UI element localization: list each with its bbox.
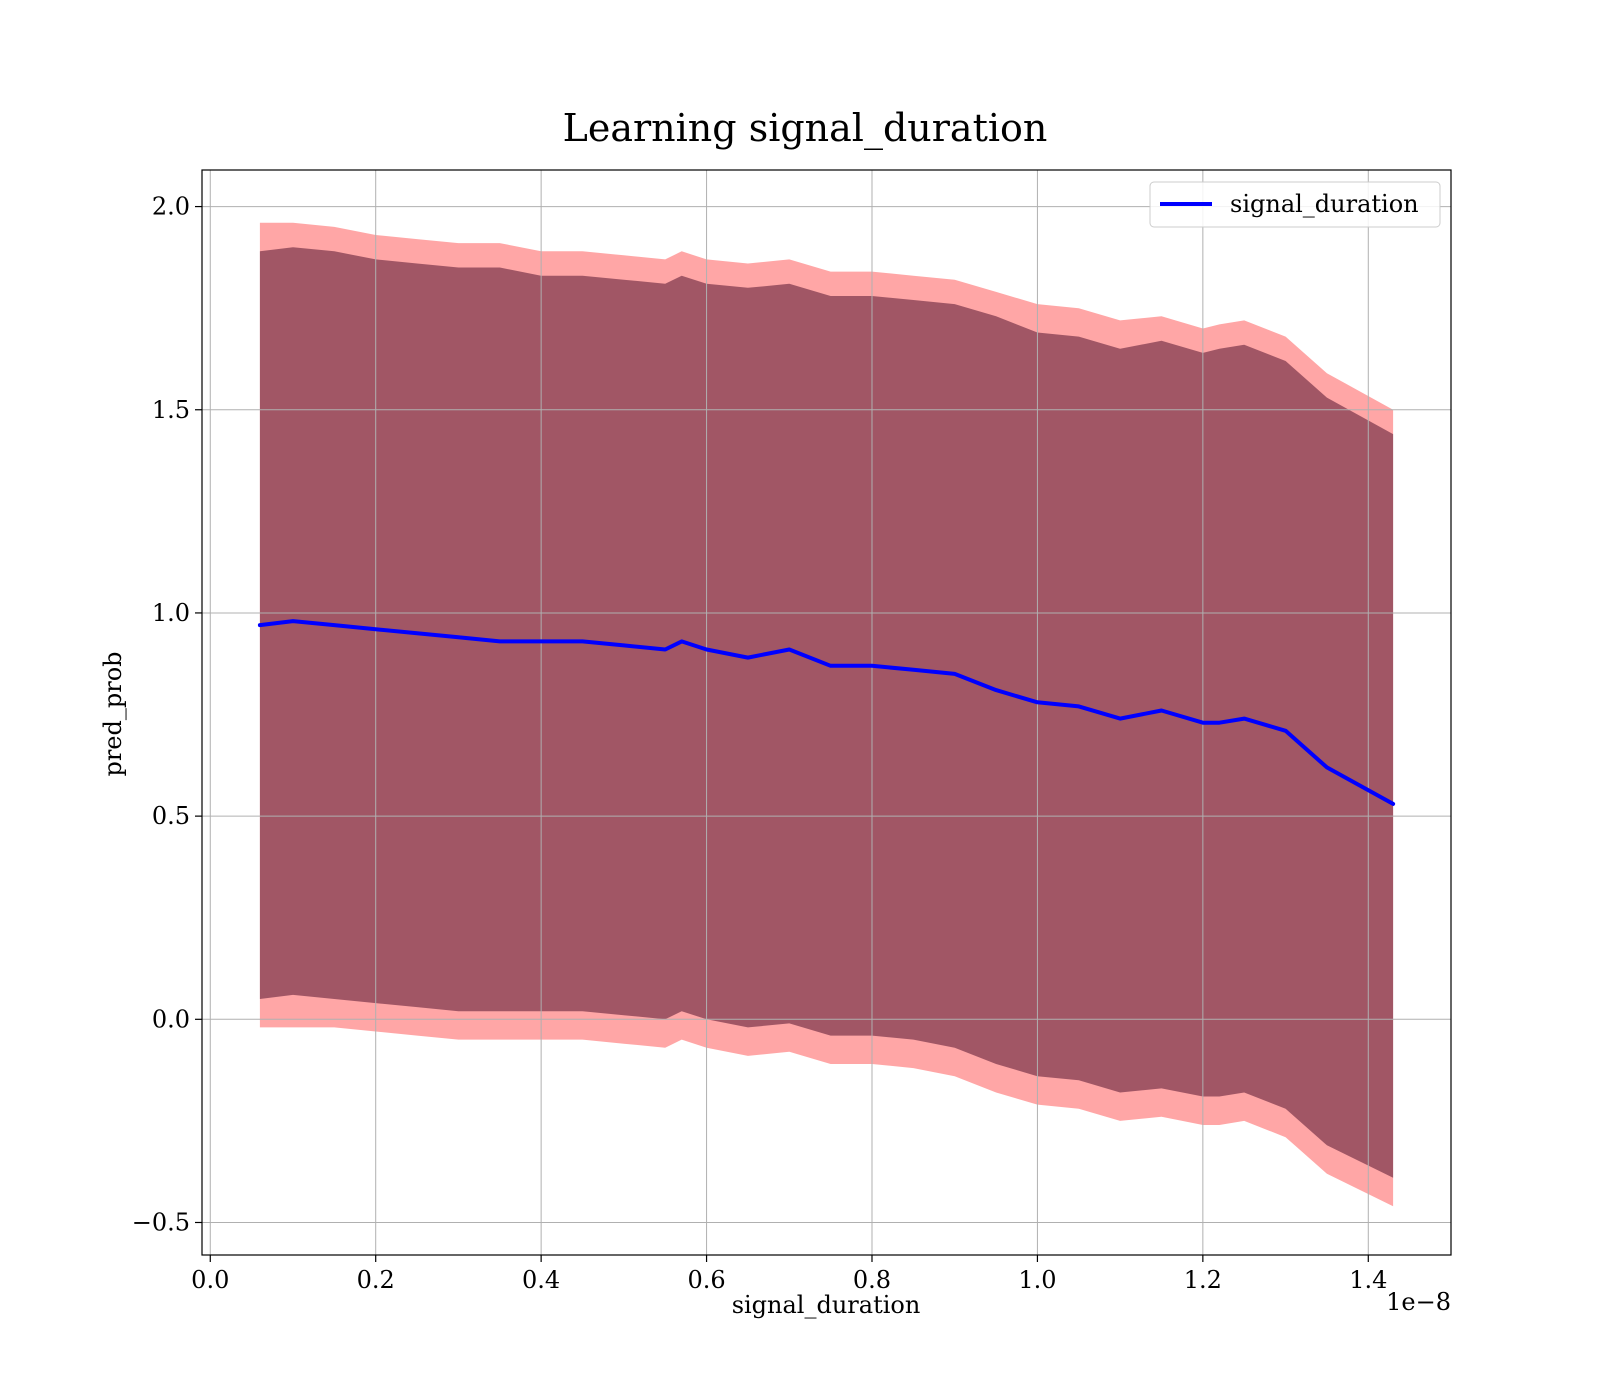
y-tick-label: 0.0 [152, 1005, 190, 1033]
x-tick-label: 1.0 [1018, 1266, 1056, 1294]
confidence-bands [259, 222, 1394, 1207]
x-tick-label: 1.2 [1184, 1266, 1222, 1294]
grid-lines [202, 170, 1451, 1255]
x-tick-label: 0.6 [687, 1266, 725, 1294]
x-tick-label: 0.8 [853, 1266, 891, 1294]
series-line-group [257, 619, 1396, 806]
y-tick-label: 1.0 [152, 599, 190, 627]
plot-frame [201, 169, 1452, 1256]
x-tick-label: 0.2 [357, 1266, 395, 1294]
y-tick-label: −0.5 [132, 1208, 190, 1236]
axis-ticks: 0.0 0.2 0.4 0.6 0.8 1.0 1.2 1.4 −0.5 0.0 0.5 1.0 1.5… [132, 193, 1388, 1294]
x-tick-label: 0.4 [522, 1266, 560, 1294]
legend-label: signal_duration [1230, 190, 1419, 218]
chart-title: Learning signal_duration [563, 106, 1048, 151]
y-tick-label: 0.5 [152, 802, 190, 830]
series-line-signal-duration [257, 619, 1396, 806]
inner-band [259, 247, 1394, 1178]
y-tick-label: 2.0 [152, 193, 190, 221]
x-axis-offset-label: 1e−8 [1386, 1288, 1451, 1316]
y-axis-label: pred_prob [99, 651, 127, 776]
x-axis-label: signal_duration [732, 1291, 921, 1319]
legend[interactable]: signal_duration [1149, 181, 1441, 228]
x-tick-label: 1.4 [1349, 1266, 1387, 1294]
legend-box [1149, 181, 1441, 228]
y-tick-label: 1.5 [152, 396, 190, 424]
x-tick-label: 0.0 [191, 1266, 229, 1294]
